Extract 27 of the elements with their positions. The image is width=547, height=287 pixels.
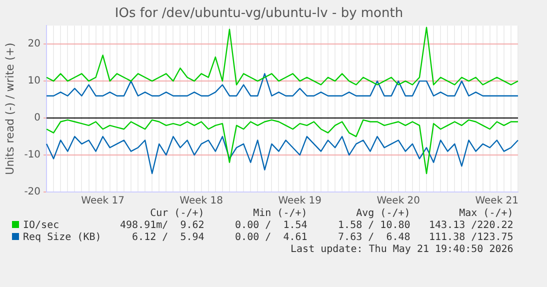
text: 143.13 /220.22 xyxy=(428,220,514,232)
y-tick-label: 0 xyxy=(34,112,41,124)
x-tick-label: Week 21 xyxy=(475,196,519,207)
text: 6.12 / 5.94 xyxy=(131,232,204,244)
text: Cur (-/+) xyxy=(149,208,204,220)
x-tick-label: Week 20 xyxy=(376,196,420,207)
y-tick-label: 10 xyxy=(28,76,41,87)
x-tick-label: Week 19 xyxy=(278,196,322,207)
x-tick-label: Week 17 xyxy=(81,196,124,207)
y-tick-label: 20 xyxy=(28,38,41,50)
text: 111.38 /123.75 xyxy=(428,232,514,244)
text: Min (-/+) xyxy=(252,208,308,220)
y-tick-label: -20 xyxy=(24,186,41,198)
text: 0.00 / 1.54 xyxy=(234,220,308,232)
y-axis-title: Units read (-) / write (+) xyxy=(3,42,16,175)
text: 7.63 / 6.48 xyxy=(337,232,410,244)
legend-label: Req Size (KB) xyxy=(22,232,102,244)
text: 498.91m/ 9.62 xyxy=(118,220,204,232)
y-tick-label: -10 xyxy=(24,150,41,161)
text: Avg (-/+) xyxy=(355,208,410,220)
text: 0.00 / 4.61 xyxy=(234,232,308,244)
chart-title: IOs for /dev/ubuntu-vg/ubuntu-lv - by month xyxy=(114,6,404,22)
text: Last update: Thu May 21 19:40:50 2026 xyxy=(290,244,514,255)
legend-label: IO/sec xyxy=(22,220,60,232)
text: 1.58 / 10.80 xyxy=(337,220,410,232)
x-tick-label: Week 18 xyxy=(180,196,223,207)
text: Max (-/+) xyxy=(458,208,514,220)
